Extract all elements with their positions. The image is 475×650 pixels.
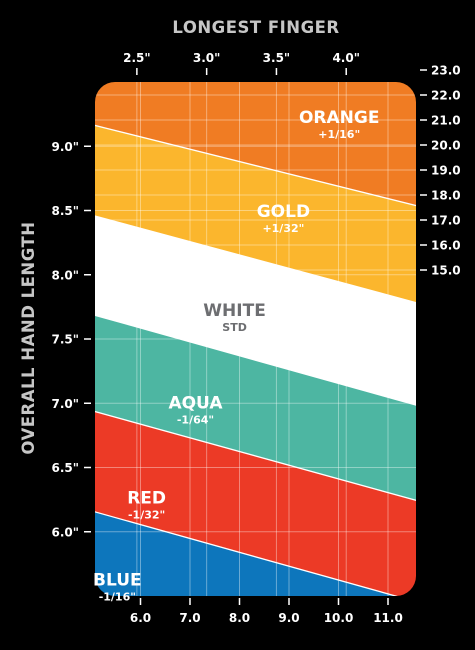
bottom-tick-label: 11.0 [373, 611, 403, 625]
zone-boundary-1 [95, 117, 416, 214]
zone-sublabel-aqua: -1/64" [177, 413, 214, 426]
top-tick-label: 3.0" [193, 51, 221, 65]
zone-boundary-3 [95, 306, 416, 415]
zone-sublabel-gold: +1/32" [262, 222, 304, 235]
left-tick-label: 6.0" [51, 525, 79, 539]
zone-sublabel-red: -1/32" [128, 508, 165, 521]
zone-aqua [95, 306, 416, 509]
left-tick-label: 8.0" [51, 268, 79, 282]
zone-label-orange: ORANGE [299, 108, 380, 128]
zone-blue [95, 503, 416, 596]
zone-label-white: WHITE [203, 301, 266, 321]
zone-boundary-2 [95, 207, 416, 312]
bottom-tick-label: 10.0 [324, 611, 354, 625]
left-tick-label: 6.5" [51, 461, 79, 475]
ticks-layer: 2.5" 3.0" 3.5" 4.0" 6.0 7.0 8.0 9.0 10.0 11.0 9.0"… [51, 51, 460, 625]
bottom-tick-label: 6.0 [130, 611, 151, 625]
top-tick-label: 3.5" [263, 51, 291, 65]
right-tick-label: 17.0 [431, 214, 461, 228]
left-tick-label: 7.5" [51, 333, 79, 347]
right-tick-label: 18.0 [431, 189, 461, 203]
right-tick-label: 16.0 [431, 239, 461, 253]
right-tick-label: 21.0 [431, 114, 461, 128]
bottom-tick-label: 8.0 [229, 611, 250, 625]
zone-sublabel-blue: -1/16" [99, 591, 136, 604]
right-tick-label: 19.0 [431, 164, 461, 178]
zone-orange [95, 82, 416, 214]
top-tick-label: 4.0" [332, 51, 360, 65]
zone-sublabel-orange: +1/16" [318, 128, 360, 141]
zone-boundary-4 [95, 402, 416, 510]
zone-gold [95, 117, 416, 311]
right-tick-label: 22.0 [431, 89, 461, 103]
zone-red [95, 403, 416, 596]
zone-label-red: RED [127, 488, 166, 508]
zones-layer [95, 82, 416, 596]
chart-title: LONGEST FINGER [172, 18, 339, 37]
zone-label-gold: GOLD [257, 202, 310, 222]
top-tick-label: 2.5" [123, 51, 151, 65]
left-tick-label: 8.5" [51, 204, 79, 218]
left-tick-label: 7.0" [51, 397, 79, 411]
zone-label-blue: BLUE [93, 571, 142, 591]
right-tick-label: 20.0 [431, 139, 461, 153]
zone-white [95, 207, 416, 414]
left-tick-label: 9.0" [51, 140, 79, 154]
y-axis-label: OVERALL HAND LENGTH [19, 221, 38, 454]
zone-boundary-5 [95, 502, 416, 596]
right-tick-label: 15.0 [431, 264, 461, 278]
zone-sublabel-white: STD [222, 321, 247, 334]
zone-label-aqua: AQUA [168, 393, 223, 413]
right-tick-label: 23.0 [431, 64, 461, 78]
grid-layer [95, 82, 416, 596]
bottom-tick-label: 7.0 [179, 611, 200, 625]
bottom-tick-label: 9.0 [278, 611, 299, 625]
